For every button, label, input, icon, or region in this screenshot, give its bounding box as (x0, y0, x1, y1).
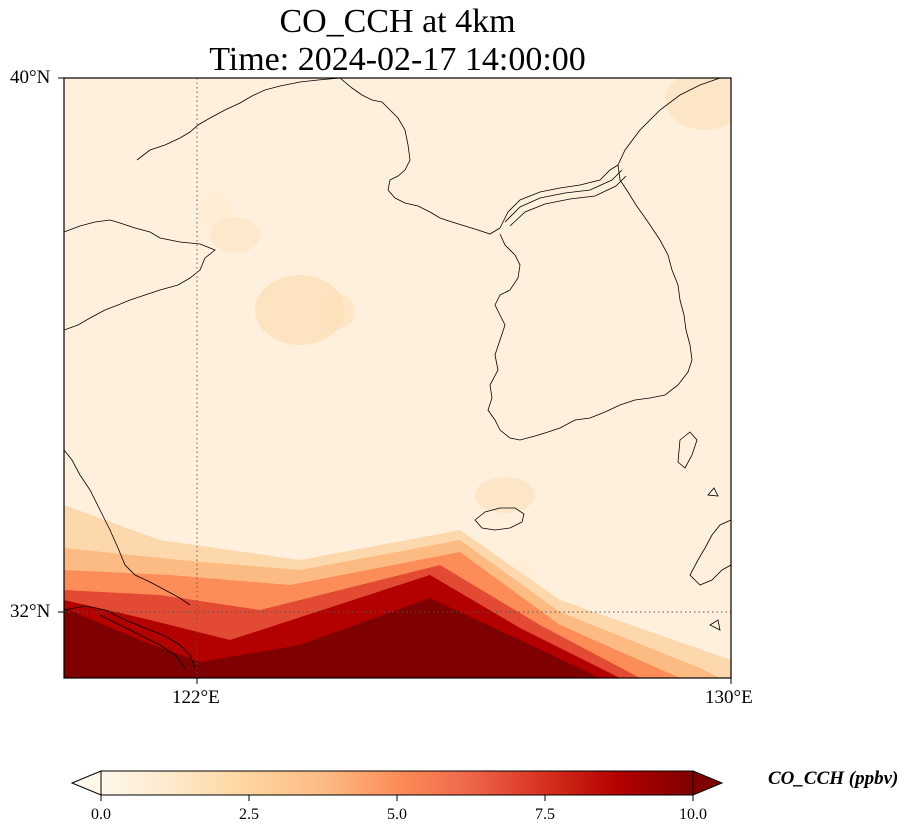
ytick-label-32N: 32°N (10, 601, 51, 622)
chart-subtitle: Time: 2024-02-17 14:00:00 (209, 41, 586, 78)
jeju-island (474, 507, 525, 531)
coastline-korea-east-north (617, 78, 721, 166)
colorbar-extend-high (692, 770, 724, 796)
axis-ticks (58, 77, 732, 684)
japan-small-1 (707, 487, 719, 497)
coastline-bohai-north (136, 78, 341, 161)
field-blob (210, 217, 260, 253)
coastline-yangtze-2 (99, 614, 186, 669)
field-blob (255, 275, 345, 345)
xtick-label-130E: 130°E (705, 687, 753, 708)
colorbar-body (100, 770, 694, 796)
axes-frame (63, 77, 732, 679)
cb-tick-label: 7.5 (535, 806, 555, 823)
coastline-yangtze (64, 605, 196, 669)
japan-islands (677, 431, 698, 469)
border-korea-dmz (504, 169, 623, 223)
colorbar (70, 770, 724, 801)
cb-tick-label: 0.0 (91, 806, 111, 823)
japan-small-2 (709, 619, 721, 631)
coastline-liaodong (339, 78, 501, 235)
coastlines (64, 78, 731, 669)
coastline-korea-west (487, 164, 693, 441)
colorbar-label: CO_CCH (ppbv) (768, 768, 899, 789)
gridlines (64, 78, 731, 678)
border-korea-dmz-2 (509, 175, 627, 227)
cb-tick-label: 5.0 (387, 806, 407, 823)
field-blob (475, 477, 535, 513)
japan-kyushu (689, 519, 731, 586)
ytick-label-40N: 40°N (10, 67, 51, 88)
cb-tick-label: 10.0 (679, 806, 707, 823)
coastline-jiangsu (64, 449, 191, 606)
chart-title: CO_CCH at 4km (279, 3, 516, 40)
coastline-shandong (64, 219, 216, 331)
xtick-label-122E: 122°E (172, 687, 220, 708)
concentration-field (64, 78, 731, 678)
cb-tick-label: 2.5 (239, 806, 259, 823)
plume-core (64, 598, 600, 678)
field-blob (665, 78, 731, 130)
colorbar-extend-low (70, 770, 102, 796)
coastline-korea-north (499, 164, 619, 229)
